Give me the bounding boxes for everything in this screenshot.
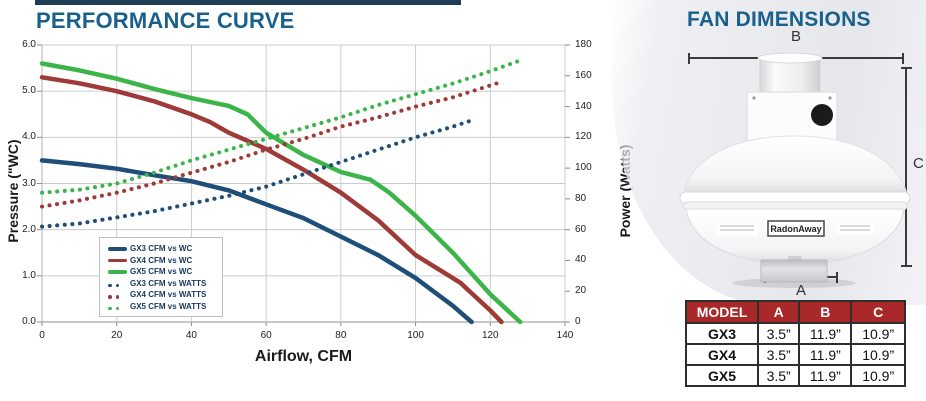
spec-header-cell: MODEL: [685, 300, 759, 324]
outlet-collar: [760, 259, 828, 283]
x-tick-label: 40: [185, 330, 197, 341]
dimension-b-label: B: [790, 28, 801, 45]
x-axis-title: Airflow, CFM: [254, 348, 353, 365]
spec-cell: 3.5”: [756, 322, 801, 345]
wiring-hole: [811, 104, 833, 126]
spec-cell: GX5: [685, 364, 759, 387]
radonaway-badge: [767, 220, 825, 237]
y-left-tick-label: 5.0: [22, 85, 36, 97]
legend-item-label: GX4 CFM vs WATTS: [130, 290, 207, 300]
screw: [752, 96, 756, 100]
product-label: RadonAway: [716, 220, 874, 237]
dimension-c-line: [901, 67, 912, 267]
series-gx3-cfm-vs-wc: [39, 158, 474, 325]
legend-line-swatch: [108, 258, 127, 262]
spec-table-body: GX3 3.5” 11.9” 10.9” GX4 3.5” 11.9” 10.9” GX5 3.5…: [685, 322, 906, 387]
series-gx5-cfm-vs-watts: [40, 58, 523, 195]
series-gx4-cfm-vs-wc: [39, 75, 504, 325]
fan-photo: RadonAway: [679, 52, 911, 288]
spec-cell: GX3: [685, 322, 759, 345]
x-tick-label: 60: [260, 330, 272, 341]
legend-item: GX4 CFM vs WATTS: [108, 289, 216, 301]
spec-header-cell: A: [756, 300, 801, 324]
spec-row: GX4 3.5” 11.9” 10.9”: [685, 343, 906, 366]
series-gx3-cfm-vs-watts: [40, 118, 474, 229]
dimension-c-label: C: [913, 155, 924, 172]
y-left-tick-label: 3.0: [22, 177, 36, 189]
spec-cell: 11.9”: [798, 322, 853, 345]
legend-line-swatch: [108, 270, 127, 274]
spec-cell: 10.9”: [850, 322, 906, 345]
left-axis-title: Pressure ("WC): [5, 139, 21, 243]
legend-dotted-swatch: [108, 286, 127, 304]
legend-dotted-swatch: [108, 297, 127, 315]
y-right-tick-label: 60: [575, 223, 587, 235]
legend-line-swatch: [108, 247, 127, 251]
spec-cell: 3.5”: [756, 343, 801, 366]
legend-item-label: GX3 CFM vs WATTS: [130, 278, 207, 288]
screw: [828, 96, 832, 100]
spec-header-cell: B: [798, 300, 853, 324]
legend-item-label: GX5 CFM vs WATTS: [130, 301, 207, 311]
legend-item: GX3 CFM vs WATTS: [108, 278, 216, 290]
spec-row: GX3 3.5” 11.9” 10.9”: [685, 322, 906, 345]
y-right-tick-label: 0: [575, 316, 581, 327]
x-tick-label: 140: [556, 330, 574, 341]
y-left-tick-label: 4.0: [22, 131, 36, 143]
y-left-tick-label: 6.0: [22, 39, 36, 50]
x-tick-label: 120: [481, 330, 499, 341]
spec-cell: 10.9”: [850, 364, 906, 387]
dimension-a-label: A: [795, 282, 806, 299]
fan-top-duct-rim: [757, 52, 823, 64]
chart-legend: GX3 CFM vs WC GX4 CFM vs WC GX5 CFM vs WC G…: [99, 237, 223, 317]
y-right-tick-label: 180: [575, 39, 592, 50]
spec-row: GX5 3.5” 11.9” 10.9”: [685, 364, 906, 387]
legend-item-label: GX5 CFM vs WC: [130, 267, 193, 277]
legend-item: GX4 CFM vs WC: [108, 255, 216, 267]
legend-item-label: GX3 CFM vs WC: [130, 244, 193, 254]
x-tick-label: 80: [335, 330, 347, 341]
spec-cell: 11.9”: [798, 364, 853, 387]
fan-dimensions-title: FAN DIMENSIONS: [687, 8, 871, 31]
legend-item-label: GX4 CFM vs WC: [130, 255, 193, 265]
spec-header-cell: C: [850, 300, 906, 324]
performance-curve-title: PERFORMANCE CURVE: [36, 8, 295, 33]
legend-item: GX3 CFM vs WC: [108, 243, 216, 255]
fan-spec-table: MODEL A B C GX3 3.5” 11.9” 10.9” GX4 3.5” 11.9” 10…: [685, 300, 906, 387]
legend-item: GX5 CFM vs WC: [108, 266, 216, 278]
x-tick-label: 100: [407, 330, 424, 341]
y-right-tick-label: 160: [575, 69, 592, 81]
legend-item: GX5 CFM vs WATTS: [108, 301, 216, 313]
spec-table-header: MODEL A B C: [685, 300, 906, 324]
x-tick-label: 0: [39, 330, 45, 341]
fan-dome: [682, 135, 908, 195]
spec-cell: 11.9”: [798, 343, 853, 366]
spec-header-row: MODEL A B C: [685, 300, 906, 324]
x-tick-label: 20: [111, 330, 123, 341]
y-right-tick-label: 120: [575, 131, 592, 143]
series-gx4-cfm-vs-watts: [40, 79, 504, 209]
y-left-tick-label: 0.0: [22, 316, 36, 327]
spec-cell: 10.9”: [850, 343, 906, 366]
y-right-tick-label: 140: [575, 100, 592, 112]
y-right-tick-label: 40: [575, 254, 587, 266]
y-left-tick-label: 1.0: [22, 269, 36, 281]
y-right-tick-label: 100: [575, 162, 592, 174]
chart-plot-area: [37, 44, 570, 326]
y-left-tick-label: 2.0: [22, 223, 36, 235]
y-right-tick-label: 80: [575, 192, 587, 204]
radonaway-brand: RadonAway: [770, 224, 821, 234]
y-right-tick-label: 20: [575, 285, 587, 297]
spec-cell: 3.5”: [756, 364, 801, 387]
spec-cell: GX4: [685, 343, 759, 366]
top-crop-bar: [35, 0, 461, 5]
legend-dotted-swatch: [108, 274, 127, 292]
